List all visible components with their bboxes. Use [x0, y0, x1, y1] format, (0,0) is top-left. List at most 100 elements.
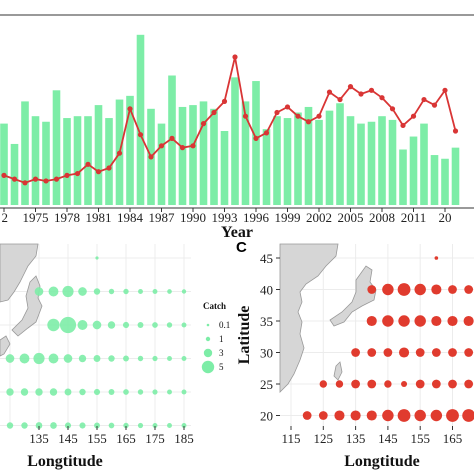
left-map-point	[93, 388, 101, 396]
left-map-point	[92, 320, 102, 330]
line-point-1997	[263, 130, 270, 136]
left-map-x-tick-label: 165	[116, 431, 136, 446]
line-point-1972	[1, 172, 7, 178]
left-map-point	[47, 318, 60, 332]
left-map-point	[181, 389, 187, 395]
left-map-point	[50, 422, 57, 429]
bar-1992	[210, 108, 218, 205]
line-point-1998	[274, 109, 280, 116]
left-map-point	[64, 388, 72, 396]
left-map-point	[181, 322, 187, 328]
legend-symbol	[203, 348, 213, 358]
right-map-point	[366, 410, 377, 421]
left-map-point	[6, 388, 14, 396]
line-point-2005	[347, 84, 354, 90]
right-map-point	[398, 315, 410, 327]
left-map-point	[181, 356, 187, 361]
left-map-x-ticks: 135 145 155 165 175 185	[29, 426, 194, 446]
bar-1978	[63, 118, 71, 205]
line-point-1989	[179, 145, 186, 151]
bar-1998	[273, 116, 281, 205]
legend-items: 0.1 1 3 5	[201, 320, 230, 374]
right-map-point	[414, 283, 426, 296]
right-map-point	[431, 379, 441, 389]
line-point-1982	[106, 165, 112, 171]
bar-1999	[283, 118, 292, 205]
legend-symbol	[205, 336, 211, 342]
left-map-point	[167, 356, 172, 361]
line-point-1995	[242, 113, 249, 119]
left-map-point	[48, 286, 59, 297]
left-map-frame	[0, 244, 191, 426]
left-map-point	[78, 287, 87, 296]
top-x-tick-label: 2008	[369, 210, 395, 225]
left-map-x-tick-label: 135	[29, 431, 49, 446]
right-map-y-tick-label: 25	[260, 377, 273, 392]
right-map-point	[431, 315, 442, 327]
line-point-1981	[95, 169, 102, 175]
left-map-point	[63, 354, 73, 363]
right-map-y-tick-label: 40	[260, 283, 273, 298]
bar-1987	[157, 123, 166, 205]
line-point-1975	[32, 176, 39, 182]
right-map-point	[448, 348, 457, 357]
bar-1977	[52, 90, 61, 205]
bar-2001	[304, 106, 313, 205]
bar-1979	[73, 116, 82, 205]
right-map-point	[334, 410, 345, 421]
right-map-x-axis-label: Longtitude	[344, 453, 420, 470]
left-map-point	[167, 389, 172, 395]
top-x-tick-label: 2002	[306, 210, 332, 225]
line-point-1996	[253, 135, 259, 141]
left-map-point	[152, 355, 158, 362]
left-map-x-tick-label: 175	[145, 431, 165, 446]
right-map-landmass	[279, 243, 339, 393]
right-map-point	[383, 348, 393, 357]
line-point-2008	[379, 95, 385, 101]
left-map-point	[48, 353, 59, 364]
line-point-1974	[22, 180, 28, 186]
right-map-point	[447, 315, 458, 327]
bar-2015	[451, 147, 460, 205]
bar-2011	[409, 136, 418, 205]
bar-1976	[42, 121, 50, 205]
right-map-point	[366, 315, 377, 327]
legend-title: Catch	[203, 301, 226, 311]
right-map-y-tick-label: 35	[260, 314, 273, 329]
left-map-point	[138, 289, 143, 294]
right-map-point	[434, 256, 439, 260]
left-map-point	[167, 423, 172, 428]
bar-1989	[178, 106, 187, 205]
bar-2009	[388, 119, 397, 205]
right-map-point	[350, 410, 361, 421]
right-map-point	[401, 380, 408, 388]
bar-2006	[357, 123, 365, 205]
right-map-y-ticks: 20 25 30 35 40 45	[260, 251, 280, 424]
left-map-point	[152, 289, 158, 294]
left-map-point	[152, 423, 158, 428]
left-map-point	[137, 322, 144, 328]
right-map-point	[430, 409, 443, 422]
left-map-points	[5, 256, 187, 429]
line-point-2000	[295, 113, 301, 119]
right-map-x-tick-label: 165	[443, 431, 463, 446]
line-point-1986	[148, 154, 154, 160]
bar-1980	[84, 116, 92, 205]
top-x-tick-label: 2011	[401, 210, 427, 225]
right-map-point	[448, 285, 457, 294]
line-point-2014	[442, 87, 448, 93]
left-map-point	[108, 389, 115, 395]
right-map-x-tick-label: 115	[281, 431, 300, 446]
right-map-japan-islands	[329, 265, 377, 327]
line-point-1978	[64, 172, 70, 178]
bar-2003	[325, 110, 334, 205]
bar-2008	[378, 116, 386, 205]
line-point-2015	[452, 128, 459, 134]
catch-legend: Catch 0.1 1 3 5	[201, 301, 230, 374]
left-map-point	[79, 422, 86, 429]
line-point-1988	[169, 135, 175, 141]
line-point-1983	[116, 150, 123, 156]
right-map-point	[462, 409, 474, 422]
bar-1975	[31, 116, 40, 205]
right-map-panel: C 115 125 135 145 155 165 20 25 30 35 40 45 Latitu…	[236, 239, 474, 470]
